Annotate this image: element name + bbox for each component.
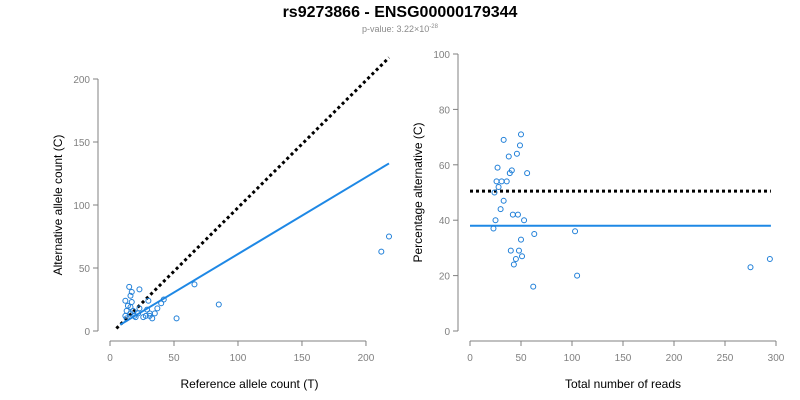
- allele-count-data-point: [136, 305, 143, 312]
- percentage-data-point: [509, 211, 516, 218]
- percentage-y-axis-label: Percentage alternative (C): [411, 122, 425, 262]
- percentage-data-point: [515, 247, 522, 254]
- percentage-x-tick-label: 150: [615, 353, 632, 364]
- allele-count-data-point: [173, 315, 180, 322]
- percentage-data-point: [505, 153, 512, 160]
- percentage-data-point: [512, 255, 519, 262]
- percentage-data-point: [521, 217, 528, 224]
- percentage-data-point: [519, 253, 526, 260]
- percentage-x-tick-label: 300: [768, 353, 785, 364]
- percentage-data-point: [507, 247, 514, 254]
- percentage-data-point: [500, 197, 507, 204]
- allele-count-data-point: [160, 296, 167, 303]
- percentage-data-point: [503, 178, 510, 185]
- percentage-data-point: [574, 272, 581, 279]
- allele-count-data-point: [145, 297, 152, 304]
- percentage-y-tick-label: 100: [433, 50, 450, 61]
- allele-count-data-point: [122, 297, 129, 304]
- allele-count-y-tick-label: 0: [84, 327, 90, 338]
- percentage-data-point: [513, 150, 520, 157]
- allele-count-data-point: [151, 310, 158, 317]
- percentage-x-tick-label: 0: [467, 353, 473, 364]
- allele-count-x-tick-label: 200: [358, 353, 375, 364]
- percentage-data-point: [766, 255, 773, 262]
- percentage-data-point: [531, 231, 538, 238]
- percentage-data-point: [494, 164, 501, 171]
- allele-count-data-point: [136, 286, 143, 293]
- allele-count-data-point: [215, 301, 222, 308]
- allele-count-data-point: [126, 283, 133, 290]
- percentage-data-point: [530, 283, 537, 290]
- percentage-y-tick-label: 40: [439, 216, 451, 227]
- percentage-data-point: [572, 228, 579, 235]
- allele-count-data-point: [128, 288, 135, 295]
- percentage-y-tick-label: 20: [439, 272, 451, 283]
- allele-count-data-point: [386, 233, 392, 240]
- chart-title: rs9273866 - ENSG00000179344: [282, 4, 518, 21]
- allele-count-data-point: [154, 305, 161, 312]
- percentage-data-point: [514, 211, 521, 218]
- percentage-x-axis-label: Total number of reads: [565, 377, 681, 391]
- pvalue-exponent: -28: [429, 24, 438, 30]
- percentage-x-tick-label: 100: [564, 353, 581, 364]
- allele-count-data-point: [123, 315, 130, 322]
- allele-count-data-point: [149, 315, 156, 322]
- chart-subtitle: p-value: 3.22×10-28: [0, 24, 800, 34]
- percentage-x-tick-label: 50: [515, 353, 527, 364]
- percentage-data-point: [518, 236, 524, 243]
- percentage-x-tick-label: 250: [717, 353, 734, 364]
- percentage-y-tick-label: 60: [439, 161, 451, 172]
- percentage-data-point: [495, 183, 502, 190]
- percentage-data-point: [747, 264, 754, 271]
- percentage-data-point: [498, 178, 505, 185]
- allele-count-x-tick-label: 0: [107, 353, 113, 364]
- percentage-data-point: [492, 217, 499, 224]
- percentage-y-tick-label: 0: [444, 327, 450, 338]
- allele-count-data-point: [378, 248, 385, 255]
- percentage-data-point: [508, 167, 515, 174]
- allele-count-data-point: [128, 299, 135, 306]
- percentage-data-point: [516, 142, 523, 149]
- percentage-data-point: [491, 189, 498, 196]
- allele-count-x-tick-label: 100: [230, 353, 247, 364]
- percentage-data-point: [518, 131, 524, 138]
- allele-count-reference-line: [115, 56, 391, 330]
- percentage-data-point: [500, 136, 507, 143]
- percentage-data-point: [493, 178, 500, 185]
- allele-count-x-axis-label: Reference allele count (T): [180, 377, 318, 391]
- allele-count-y-tick-label: 50: [79, 264, 91, 275]
- pvalue-text: p-value: 3.22×10: [362, 24, 430, 34]
- percentage-data-point: [510, 261, 517, 268]
- percentage-data-point: [490, 225, 497, 232]
- allele-count-x-tick-label: 50: [168, 353, 180, 364]
- allele-count-y-tick-label: 150: [73, 138, 90, 149]
- allele-count-y-axis-label: Alternative allele count (C): [51, 135, 65, 276]
- allele-count-x-tick-label: 150: [294, 353, 311, 364]
- allele-count-y-tick-label: 200: [73, 75, 90, 86]
- allele-count-y-tick-label: 100: [73, 201, 90, 212]
- percentage-y-tick-label: 80: [439, 105, 451, 116]
- percentage-x-tick-label: 200: [666, 353, 683, 364]
- allele-count-data-point: [191, 281, 198, 288]
- allele-count-data-point: [127, 292, 134, 299]
- percentage-data-point: [497, 206, 504, 213]
- percentage-data-point: [524, 170, 531, 177]
